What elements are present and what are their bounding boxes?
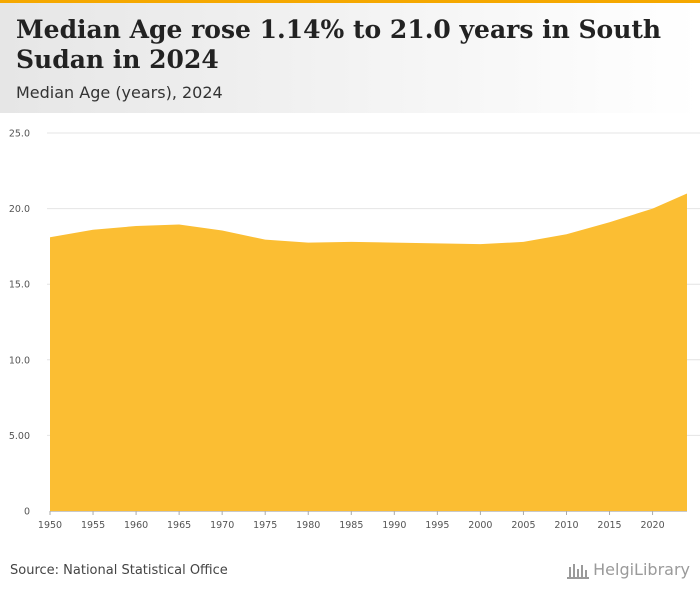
area-series <box>50 193 687 512</box>
x-tick-label: 1960 <box>124 520 148 531</box>
y-axis: 0 5.00 10.0 15.0 20.0 25.0 <box>9 129 30 518</box>
x-tick-label: 1975 <box>253 520 277 531</box>
x-tick-label: 1985 <box>339 520 363 531</box>
header: Median Age rose 1.14% to 21.0 years in S… <box>0 3 700 113</box>
chart-subtitle: Median Age (years), 2024 <box>16 83 223 102</box>
median-age-area[interactable] <box>50 193 687 512</box>
helgi-library-logo[interactable]: HelgiLibrary <box>566 560 690 579</box>
source-note: Source: National Statistical Office <box>10 563 228 578</box>
x-tick-label: 1965 <box>167 520 191 531</box>
x-tick-label: 2005 <box>511 520 535 531</box>
y-tick-label: 5.00 <box>9 431 30 442</box>
y-tick-label: 0 <box>24 507 30 518</box>
y-tick-label: 10.0 <box>9 355 30 366</box>
x-axis: 1950 1955 1960 1965 1970 1975 1980 1985 1990 1995… <box>38 511 687 531</box>
y-tick-label: 20.0 <box>9 204 30 215</box>
library-building-icon <box>567 563 590 579</box>
x-tick-label: 1995 <box>425 520 449 531</box>
logo-text: HelgiLibrary <box>593 560 690 579</box>
accent-bar <box>0 0 700 3</box>
x-tick-label: 1955 <box>81 520 105 531</box>
y-tick-label: 15.0 <box>9 280 30 291</box>
x-tick-label: 2015 <box>597 520 621 531</box>
y-tick-label: 25.0 <box>9 129 30 140</box>
x-tick-label: 1990 <box>382 520 406 531</box>
x-tick-label: 1950 <box>38 520 62 531</box>
x-tick-label: 2020 <box>640 520 664 531</box>
x-tick-label: 2000 <box>468 520 492 531</box>
x-tick-label: 2010 <box>554 520 578 531</box>
x-tick-label: 1980 <box>296 520 320 531</box>
x-tick-label: 1970 <box>210 520 234 531</box>
chart-title: Median Age rose 1.14% to 21.0 years in S… <box>16 15 662 74</box>
